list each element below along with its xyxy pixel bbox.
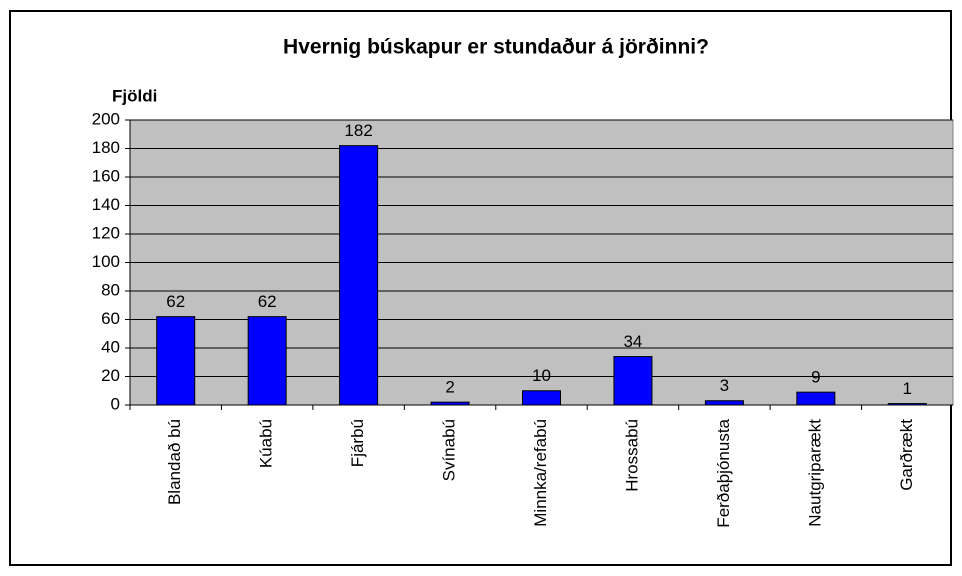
y-axis-label: Fjöldi — [112, 86, 157, 105]
chart-title: Hvernig búskapur er stundaður á jörðinni… — [283, 36, 709, 59]
x-tick-label: Hrossabú — [622, 419, 641, 492]
data-label: 2 — [445, 378, 454, 397]
y-tick-label: 100 — [92, 252, 120, 271]
y-tick-label: 60 — [101, 309, 120, 328]
data-label: 3 — [720, 376, 729, 395]
x-tick-label: Ferðaþjónusta — [714, 418, 733, 527]
y-tick-label: 160 — [92, 166, 120, 185]
data-label: 62 — [258, 292, 277, 311]
data-label: 10 — [532, 366, 551, 385]
x-tick-label: Nautgriparækt — [805, 419, 824, 527]
y-tick-label: 140 — [92, 195, 120, 214]
bar — [613, 356, 653, 406]
data-label: 182 — [344, 121, 372, 140]
x-tick-label: Garðrækt — [897, 419, 916, 491]
bar — [430, 401, 470, 406]
y-tick-label: 80 — [101, 280, 120, 299]
data-label: 9 — [811, 368, 820, 387]
bar — [156, 316, 196, 406]
y-tick-label: 120 — [92, 223, 120, 242]
x-tick-label: Kúabú — [257, 419, 276, 468]
x-tick-label: Blandað bú — [165, 419, 184, 505]
y-tick-label: 0 — [111, 394, 120, 413]
y-tick-label: 40 — [101, 337, 120, 356]
bar — [796, 391, 836, 406]
bar — [522, 390, 561, 406]
y-tick-label: 200 — [92, 109, 120, 128]
x-tick-label: Minnka/refabú — [531, 419, 550, 527]
x-tick-label: Fjárbú — [348, 419, 367, 467]
bar — [704, 400, 744, 406]
y-tick-label: 20 — [101, 366, 120, 385]
bar — [247, 316, 287, 406]
y-tick-label: 180 — [92, 138, 120, 157]
x-tick-label: Svínabú — [440, 419, 459, 481]
bar — [887, 403, 927, 406]
bar — [339, 145, 379, 406]
data-label: 34 — [623, 332, 642, 351]
data-label: 1 — [903, 379, 912, 398]
data-label: 62 — [166, 292, 185, 311]
